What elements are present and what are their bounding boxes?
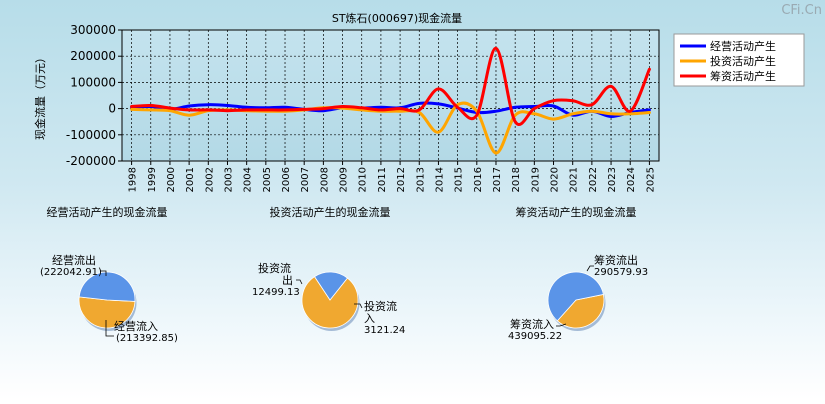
series-line-operating: [130, 101, 651, 118]
x-tick-label: 2009: [339, 167, 350, 192]
x-tick-label: 2007: [300, 167, 311, 192]
legend: 经营活动产生 投资活动产生 筹资活动产生: [673, 33, 805, 87]
pie-label-investing-out: 投资流 出: [258, 261, 295, 287]
pie-leader-investing-out: [296, 279, 303, 285]
grid-lines: [122, 30, 659, 161]
pie-leader-operating-in: [105, 320, 114, 337]
pie-value-operating-in: (213392.85): [116, 333, 178, 344]
y-tick-label: 300000: [70, 23, 116, 37]
pie-leader-financing-in: [556, 323, 567, 327]
pie-label-operating-in: 经营流入: [114, 319, 158, 333]
x-tick-label: 2008: [319, 167, 330, 192]
x-tick-label: 2003: [223, 167, 234, 192]
pie-slice-operating-out: [78, 296, 136, 329]
pie-title-operating: 经营活动产生的现金流量: [47, 205, 168, 219]
x-tick-label: 2017: [492, 167, 503, 192]
x-tick-label: 1998: [128, 167, 139, 192]
x-tick-label: 2018: [511, 167, 522, 192]
x-tick-label: 2022: [588, 167, 599, 192]
x-tick-label: 2023: [607, 167, 618, 192]
pie-labels-investing: 投资流 出 12499.13 投资流 入 3121.24: [252, 261, 405, 336]
pie-value-investing-out: 12499.13: [252, 287, 300, 298]
x-tick-label: 2019: [530, 167, 541, 192]
x-tick-label: 2025: [645, 167, 656, 192]
x-tick-label: 2010: [358, 167, 369, 192]
watermark: CFi.Cn: [781, 3, 822, 18]
pie-labels-operating: 经营流出 (222042.91) 经营流入 (213392.85): [40, 253, 178, 344]
y-axis-label: 现金流量（万元）: [33, 52, 47, 140]
y-tick-labels: 300000 200000 100000 0 -100000 -200000: [66, 23, 122, 168]
y-tick-label: 0: [108, 102, 116, 116]
x-tick-label: 2006: [281, 167, 292, 192]
x-tick-label: 2021: [569, 167, 580, 192]
series-line-financing: [130, 46, 651, 126]
pie-slice-investing-in: [313, 271, 348, 301]
pie-title-investing: 投资活动产生的现金流量: [270, 205, 391, 219]
pie-label-investing-in: 投资流 入: [364, 299, 401, 325]
pie-slice-financing-out: [556, 293, 605, 329]
pie-label-financing-in: 筹资流入: [510, 317, 554, 331]
pie-slice-financing-in: [547, 271, 604, 322]
y-tick-label: 100000: [70, 75, 116, 89]
line-chart-title: ST炼石(000697)现金流量: [332, 11, 462, 25]
x-tick-label: 2013: [415, 167, 426, 192]
pie-leader-financing-out: [586, 265, 594, 272]
pie-value-investing-in: 3121.24: [364, 325, 405, 336]
x-tick-label: 2001: [185, 167, 196, 192]
x-tick-label: 2016: [473, 167, 484, 192]
pie-label-financing-out: 筹资流出: [594, 253, 638, 267]
x-tick-label: 2011: [377, 167, 388, 192]
legend-label-financing: 筹资活动产生: [710, 69, 776, 83]
x-tick-label: 2002: [204, 167, 215, 192]
x-tick-label: 2012: [396, 167, 407, 192]
x-tick-label: 2024: [626, 167, 637, 192]
pie-value-financing-out: 290579.93: [594, 267, 648, 278]
x-tick-label: 2014: [434, 167, 445, 192]
legend-label-investing: 投资活动产生: [710, 54, 776, 68]
pie-leader-investing-in: [354, 303, 363, 309]
x-tick-label: 2005: [262, 167, 273, 192]
x-tick-label: 2004: [243, 167, 254, 192]
x-tick-label: 2000: [166, 167, 177, 192]
x-tick-label: 2015: [454, 167, 465, 192]
pie-slice-operating-in: [78, 271, 136, 302]
x-tick-labels: 1998 1999 2000 2001 2002 2003 2004 2005 2006 2007…: [128, 161, 656, 192]
plot-area: [121, 29, 660, 162]
y-tick-label: -100000: [66, 128, 116, 142]
y-tick-label: 200000: [70, 49, 116, 63]
x-tick-label: 2020: [550, 167, 561, 192]
pie-value-operating-out: (222042.91): [40, 267, 102, 278]
legend-label-operating: 经营活动产生: [710, 39, 776, 53]
y-tick-label: -200000: [66, 154, 116, 168]
pie-value-financing-in: 439095.22: [508, 331, 562, 342]
series-lines: [130, 46, 651, 155]
pie-labels-financing: 筹资流出 290579.93 筹资流入 439095.22: [508, 253, 648, 342]
pie-label-operating-out: 经营流出: [52, 253, 96, 267]
pie-charts: [78, 271, 606, 331]
pie-title-financing: 筹资活动产生的现金流量: [516, 205, 637, 219]
x-tick-label: 1999: [147, 167, 158, 192]
pie-leader-operating-out: [100, 270, 107, 276]
pie-slice-investing-out: [301, 276, 359, 329]
